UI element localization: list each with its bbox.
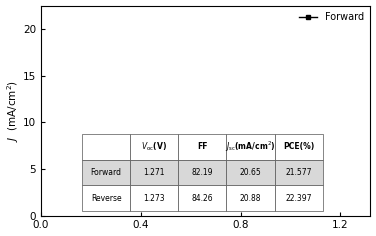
Y-axis label: $J$  (mA/cm$^2$): $J$ (mA/cm$^2$) [6,80,21,142]
Legend: Forward: Forward [297,10,365,24]
